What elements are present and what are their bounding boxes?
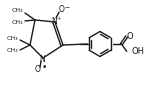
Text: CH₃: CH₃ xyxy=(11,9,23,13)
Text: O: O xyxy=(126,32,133,41)
Text: CH₃: CH₃ xyxy=(6,35,18,40)
Text: N: N xyxy=(51,17,57,26)
Text: O: O xyxy=(35,65,41,73)
Text: CH₃: CH₃ xyxy=(11,20,23,24)
Text: CH₃: CH₃ xyxy=(6,48,18,54)
Text: −: − xyxy=(64,4,70,10)
Text: N: N xyxy=(39,54,45,64)
Text: +: + xyxy=(57,15,61,21)
Text: OH: OH xyxy=(132,47,145,56)
Text: •: • xyxy=(41,64,47,73)
Text: O: O xyxy=(59,5,65,15)
